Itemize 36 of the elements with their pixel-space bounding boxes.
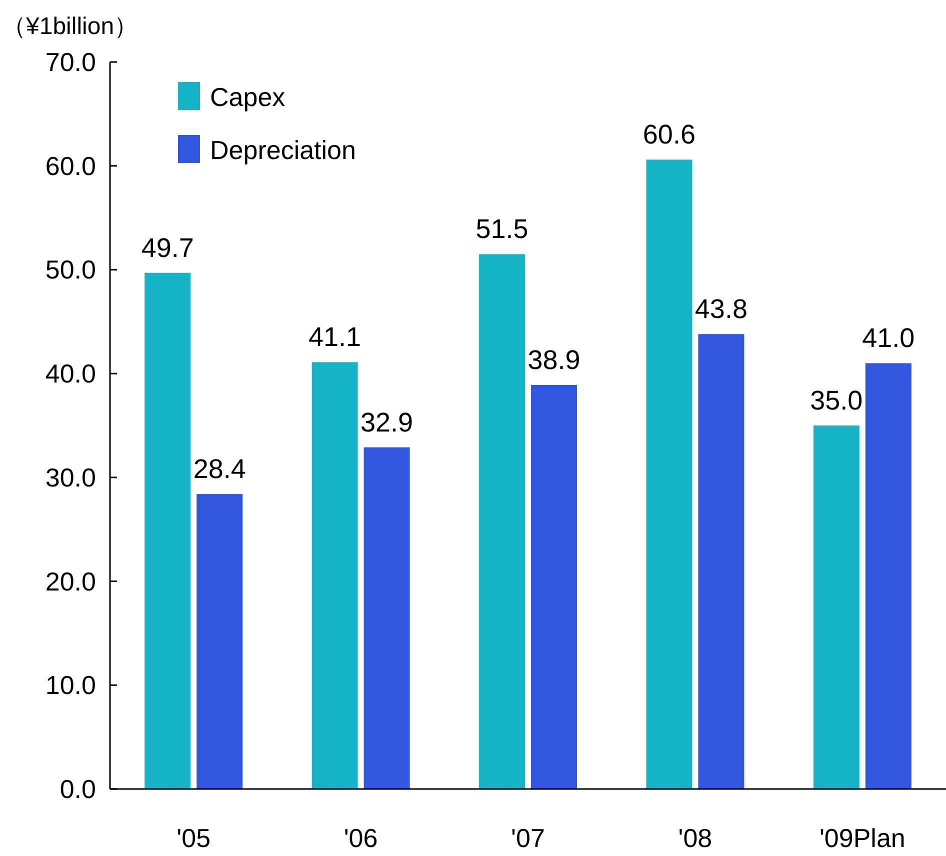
- y-tick-label: 20.0: [45, 566, 96, 596]
- data-label: 60.6: [642, 120, 696, 150]
- data-label: 49.7: [141, 232, 194, 263]
- data-label: 41.0: [862, 323, 915, 354]
- x-tick-label: '06: [344, 823, 378, 853]
- bar: [646, 160, 692, 789]
- bar: [865, 363, 912, 789]
- y-tick-label: 10.0: [45, 670, 96, 700]
- bar: [196, 494, 243, 789]
- y-tick-label: 60.0: [45, 150, 96, 181]
- y-axis-title: （¥1billion）: [2, 13, 138, 40]
- bar: [479, 254, 525, 789]
- bar: [312, 362, 358, 789]
- y-tick-label: 40.0: [45, 358, 96, 389]
- x-tick-label: '07: [511, 823, 545, 853]
- bar: [144, 272, 191, 789]
- x-tick-label: '09Plan: [819, 823, 906, 853]
- data-label: 41.1: [308, 322, 362, 352]
- x-tick-label: '08: [678, 823, 712, 853]
- data-label: 35.0: [810, 386, 863, 416]
- data-label: 43.8: [694, 294, 748, 324]
- y-tick-label: 0.0: [60, 774, 96, 804]
- x-tick-label: '05: [176, 823, 211, 853]
- data-label: 38.9: [528, 344, 580, 375]
- y-tick-label: 50.0: [45, 254, 96, 285]
- legend-label: Capex: [210, 82, 286, 112]
- data-label: 28.4: [193, 454, 246, 484]
- bar: [813, 426, 860, 789]
- y-tick-label: 30.0: [45, 462, 96, 492]
- legend-label: Depreciation: [210, 135, 356, 165]
- bar: [531, 384, 577, 789]
- bar: [698, 334, 744, 789]
- bar: [364, 447, 410, 789]
- data-label: 51.5: [476, 214, 528, 244]
- y-tick-label: 70.0: [45, 47, 96, 77]
- data-label: 32.9: [360, 407, 414, 438]
